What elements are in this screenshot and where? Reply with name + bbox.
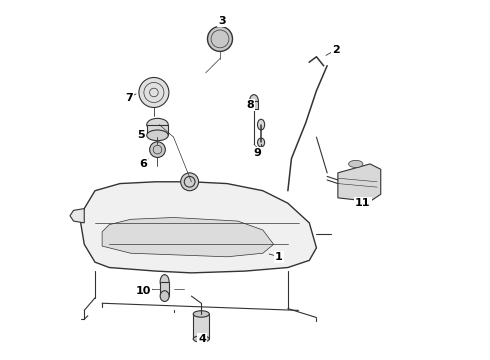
Ellipse shape bbox=[348, 160, 363, 167]
Ellipse shape bbox=[193, 311, 209, 317]
Text: 7: 7 bbox=[125, 93, 133, 103]
Text: 10: 10 bbox=[136, 286, 151, 296]
Text: 9: 9 bbox=[253, 148, 262, 158]
Text: 1: 1 bbox=[275, 252, 283, 262]
Ellipse shape bbox=[258, 119, 265, 130]
Text: 8: 8 bbox=[246, 100, 254, 110]
Bar bbox=[249, 102, 258, 109]
Text: 6: 6 bbox=[139, 159, 147, 169]
Polygon shape bbox=[70, 208, 84, 223]
Ellipse shape bbox=[160, 275, 169, 289]
Circle shape bbox=[149, 142, 165, 157]
Polygon shape bbox=[81, 182, 317, 273]
Ellipse shape bbox=[147, 118, 168, 131]
Ellipse shape bbox=[147, 130, 168, 141]
Text: 11: 11 bbox=[355, 198, 370, 208]
Ellipse shape bbox=[258, 138, 265, 147]
Bar bbox=[193, 314, 209, 339]
Text: 3: 3 bbox=[218, 16, 225, 26]
Text: 5: 5 bbox=[138, 130, 145, 140]
Polygon shape bbox=[338, 164, 381, 202]
Ellipse shape bbox=[193, 336, 209, 342]
Text: 4: 4 bbox=[198, 334, 206, 344]
Ellipse shape bbox=[160, 291, 169, 301]
Circle shape bbox=[181, 173, 198, 191]
Circle shape bbox=[139, 77, 169, 108]
Bar bbox=[147, 125, 168, 135]
Ellipse shape bbox=[249, 95, 258, 108]
Polygon shape bbox=[102, 217, 273, 257]
Circle shape bbox=[207, 26, 232, 51]
Text: 2: 2 bbox=[332, 45, 340, 55]
Bar bbox=[160, 282, 169, 296]
